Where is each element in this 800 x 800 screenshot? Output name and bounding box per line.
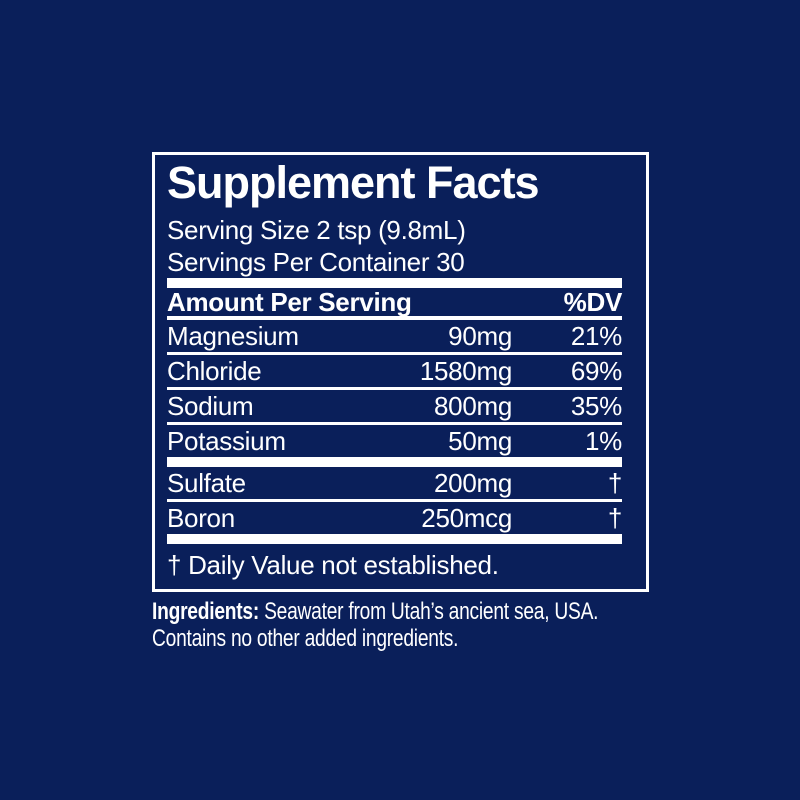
nutrient-name: Potassium: [167, 426, 286, 456]
daily-value-footnote: † Daily Value not established.: [167, 550, 499, 580]
nutrient-amount: 90mg: [448, 321, 512, 351]
nutrient-dv: 21%: [570, 321, 622, 351]
divider-thick-bottom: [167, 534, 622, 544]
dagger-symbol: †: [607, 468, 622, 498]
ingredients-text-line1: Seawater from Utah’s ancient sea, USA.: [264, 598, 599, 625]
row-divider: [167, 387, 622, 390]
amount-per-serving-header: Amount Per Serving: [167, 287, 412, 317]
table-row-boron: Boron 250mcg †: [167, 502, 622, 534]
ingredients-section: Ingredients: Seawater from Utah’s ancien…: [152, 598, 648, 652]
panel-title: Supplement Facts: [167, 157, 540, 208]
ingredients-label: Ingredients:: [152, 598, 259, 625]
table-row-sulfate: Sulfate 200mg †: [167, 467, 622, 499]
nutrient-amount: 50mg: [448, 426, 512, 456]
nutrient-amount: 800mg: [434, 391, 512, 421]
divider-under-header: [167, 316, 622, 320]
ingredients-text-line2: Contains no other added ingredients.: [152, 625, 459, 652]
nutrient-name: Magnesium: [167, 321, 299, 351]
nutrient-name: Sulfate: [167, 468, 246, 498]
nutrient-name: Chloride: [167, 356, 262, 386]
row-divider: [167, 352, 622, 355]
row-divider: [167, 422, 622, 425]
table-header-row: Amount Per Serving %DV: [167, 288, 622, 316]
supplement-facts-panel: Supplement Facts Serving Size 2 tsp (9.8…: [152, 152, 649, 592]
divider-thick-top: [167, 278, 622, 288]
table-row-sodium: Sodium 800mg 35%: [167, 390, 622, 422]
nutrient-amount: 250mcg: [421, 503, 512, 533]
divider-thick-middle: [167, 457, 622, 467]
nutrient-amount: 200mg: [434, 468, 512, 498]
nutrient-dv: 1%: [585, 426, 622, 456]
dagger-symbol: †: [607, 503, 622, 533]
dv-header: %DV: [563, 287, 623, 317]
nutrient-dv: 69%: [570, 356, 622, 386]
nutrient-name: Sodium: [167, 391, 254, 421]
table-row-potassium: Potassium 50mg 1%: [167, 425, 622, 457]
row-divider: [167, 499, 622, 502]
servings-per-container-text: Servings Per Container 30: [167, 247, 465, 277]
nutrient-name: Boron: [167, 503, 235, 533]
table-row-magnesium: Magnesium 90mg 21%: [167, 320, 622, 352]
serving-size-text: Serving Size 2 tsp (9.8mL): [167, 215, 466, 245]
nutrient-dv: 35%: [570, 391, 622, 421]
nutrient-amount: 1580mg: [419, 356, 512, 386]
table-row-chloride: Chloride 1580mg 69%: [167, 355, 622, 387]
